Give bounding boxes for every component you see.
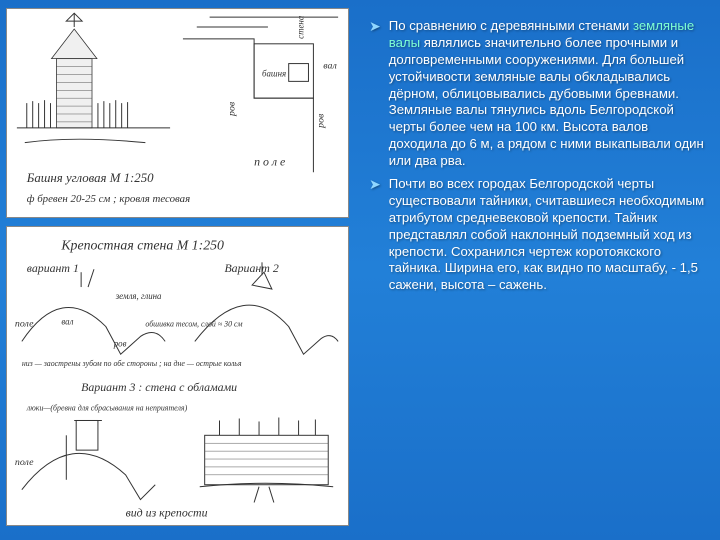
caption-top-2: ф бревен 20-25 см ; кровля тесовая — [27, 193, 190, 205]
wall-diagram: Крепостная стена М 1:250 вариант 1 Вариа… — [6, 226, 349, 526]
variant1-label: вариант 1 — [27, 261, 79, 275]
caption-top-1: Башня угловая М 1:250 — [26, 171, 154, 185]
variant3-label: Вариант 3 : стена с обламами — [81, 380, 237, 394]
bullet-1-prefix: По сравнению с деревянными стенами — [389, 18, 633, 33]
label-val-b1: вал — [61, 317, 73, 327]
label-zemlya: земля, глина — [115, 291, 162, 301]
label-vid: вид из крепости — [126, 505, 208, 519]
label-val: вал — [323, 61, 336, 72]
label-pole-b3: поле — [15, 457, 34, 468]
bullet-1-text: По сравнению с деревянными стенами земля… — [389, 18, 706, 170]
label-lyuki: люки—(бревна для сбрасывания на неприяте… — [26, 404, 188, 413]
bullet-2-prefix: Почти во всех городах Белгородской черты… — [389, 176, 705, 292]
bullet-2: ➤ Почти во всех городах Белгородской чер… — [367, 176, 706, 294]
bullet-1-suffix: являлись значительно более прочными и до… — [389, 35, 704, 168]
label-niz: низ — заострены зубом по обе стороны ; н… — [22, 359, 242, 368]
label-rov1: ров — [226, 101, 237, 117]
label-pole-b1: поле — [15, 319, 34, 330]
label-pole: п о л е — [254, 154, 285, 168]
caption-bottom-title: Крепостная стена М 1:250 — [60, 237, 224, 252]
text-column: ➤ По сравнению с деревянными стенами зем… — [355, 0, 720, 540]
bullet-2-text: Почти во всех городах Белгородской черты… — [389, 176, 706, 294]
bullet-marker-icon: ➤ — [369, 176, 381, 294]
diagrams-column: башня ров вал ров стена п о л е Башня уг… — [0, 0, 355, 540]
label-stena: стена — [296, 15, 306, 39]
bullet-marker-icon: ➤ — [369, 18, 381, 170]
label-obshivka: обшивка тесом, слой ≈ 30 см — [145, 320, 242, 329]
bullet-1: ➤ По сравнению с деревянными стенами зем… — [367, 18, 706, 170]
label-rov2: ров — [315, 113, 326, 129]
label-rov-b1: ров — [113, 338, 127, 348]
label-bashnya: башня — [262, 68, 286, 78]
tower-diagram: башня ров вал ров стена п о л е Башня уг… — [6, 8, 349, 218]
variant2-label: Вариант 2 — [224, 261, 278, 275]
